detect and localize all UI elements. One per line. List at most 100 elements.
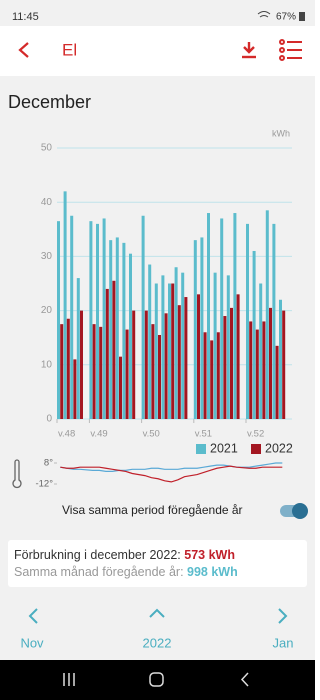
y-tick-label: -12°: [35, 479, 53, 490]
bar: [275, 345, 279, 419]
bar: [265, 210, 269, 419]
summary-current-label: Förbrukning i december 2022:: [14, 548, 181, 562]
temperature-line: [60, 465, 283, 483]
bar: [76, 278, 80, 419]
bar: [109, 240, 113, 419]
bar: [213, 272, 217, 419]
y-tick-label: 10: [41, 359, 53, 370]
x-tick-label: v.49: [90, 429, 107, 440]
summary-current: Förbrukning i december 2022: 573 kWh: [14, 548, 235, 562]
bar: [148, 264, 152, 419]
bar: [193, 240, 197, 419]
thermometer-icon: [12, 459, 22, 489]
status-battery: 67%: [276, 12, 296, 23]
bar: [246, 223, 249, 419]
header: [0, 26, 315, 76]
y-tick-label: 8°: [44, 458, 53, 469]
bar: [141, 215, 145, 419]
bar: [112, 280, 116, 419]
y-tick-label: 0: [46, 414, 52, 425]
y-tick-label: 20: [41, 305, 53, 316]
status-time: 11:45: [12, 11, 39, 23]
bar: [119, 356, 122, 419]
bar: [210, 340, 214, 419]
bar: [144, 310, 148, 419]
bar: [200, 237, 204, 419]
bar: [164, 313, 168, 419]
bar: [279, 299, 282, 419]
previous-arrow[interactable]: [28, 608, 38, 624]
previous-month[interactable]: Nov: [20, 635, 44, 650]
y-tick-label: 40: [41, 197, 53, 208]
next-arrow[interactable]: [278, 608, 288, 624]
header-title: El: [62, 40, 77, 59]
bar: [63, 191, 67, 419]
y-tick-label: 30: [41, 251, 53, 262]
bar: [174, 267, 178, 419]
bar: [269, 307, 272, 419]
bar: [125, 329, 129, 419]
bar: [236, 294, 240, 419]
summary-current-value: 573 kWh: [184, 548, 235, 562]
bar: [282, 310, 286, 419]
temperature-line: [60, 462, 283, 472]
back-button[interactable]: [18, 42, 29, 58]
system-nav-buttons[interactable]: [63, 672, 249, 687]
list-button[interactable]: [279, 39, 302, 61]
bar: [168, 283, 171, 419]
wifi-icon: [257, 11, 271, 18]
bar: [132, 310, 136, 419]
toggle[interactable]: Visa samma period föregående år: [62, 503, 308, 519]
bar: [158, 334, 161, 419]
bar: [259, 283, 263, 419]
bar: [151, 324, 155, 419]
bar: [96, 223, 99, 419]
bar: [203, 332, 207, 419]
next-month[interactable]: Jan: [273, 635, 294, 650]
bar: [92, 324, 96, 419]
x-tick-label: v.50: [143, 429, 160, 440]
legend-swatch: [251, 444, 261, 454]
toggle-knob: [292, 503, 308, 519]
bar: [89, 221, 93, 419]
bar: [115, 237, 119, 419]
bar: [105, 288, 109, 419]
legend-label: 2022: [265, 441, 293, 455]
bar: [177, 305, 181, 419]
summary-previous: Samma månad föregående år: 998 kWh: [14, 565, 238, 579]
bar: [216, 332, 220, 419]
x-tick-label: v.51: [195, 429, 212, 440]
page-title: December: [8, 92, 91, 112]
bar: [262, 321, 266, 419]
bar: [223, 316, 227, 419]
bar: [197, 294, 200, 419]
y-unit: kWh: [272, 128, 290, 138]
bar: [233, 213, 237, 419]
bar: [230, 307, 233, 419]
bar: [129, 253, 132, 419]
battery-icon: [299, 12, 305, 21]
bar: [73, 359, 77, 419]
bar: [161, 275, 165, 419]
legend-label: 2021: [210, 441, 238, 455]
year-arrow[interactable]: [149, 608, 165, 618]
toggle-label: Visa samma period föregående år: [62, 503, 243, 517]
current-year[interactable]: 2022: [143, 635, 172, 650]
bar: [184, 297, 188, 419]
bar: [57, 221, 60, 419]
bar: [181, 272, 185, 419]
summary-box: [8, 540, 307, 587]
x-tick-label: v.48: [58, 429, 75, 440]
bar: [249, 321, 253, 419]
bar: [252, 250, 256, 419]
bar: [66, 318, 70, 419]
status-bar: [0, 0, 315, 26]
bar: [70, 215, 74, 419]
bar: [272, 223, 276, 419]
system-nav-bar: [0, 660, 315, 700]
y-tick-label: 50: [41, 143, 53, 154]
download-button[interactable]: [242, 42, 256, 59]
bar: [207, 213, 210, 419]
legend-swatch: [196, 444, 206, 454]
